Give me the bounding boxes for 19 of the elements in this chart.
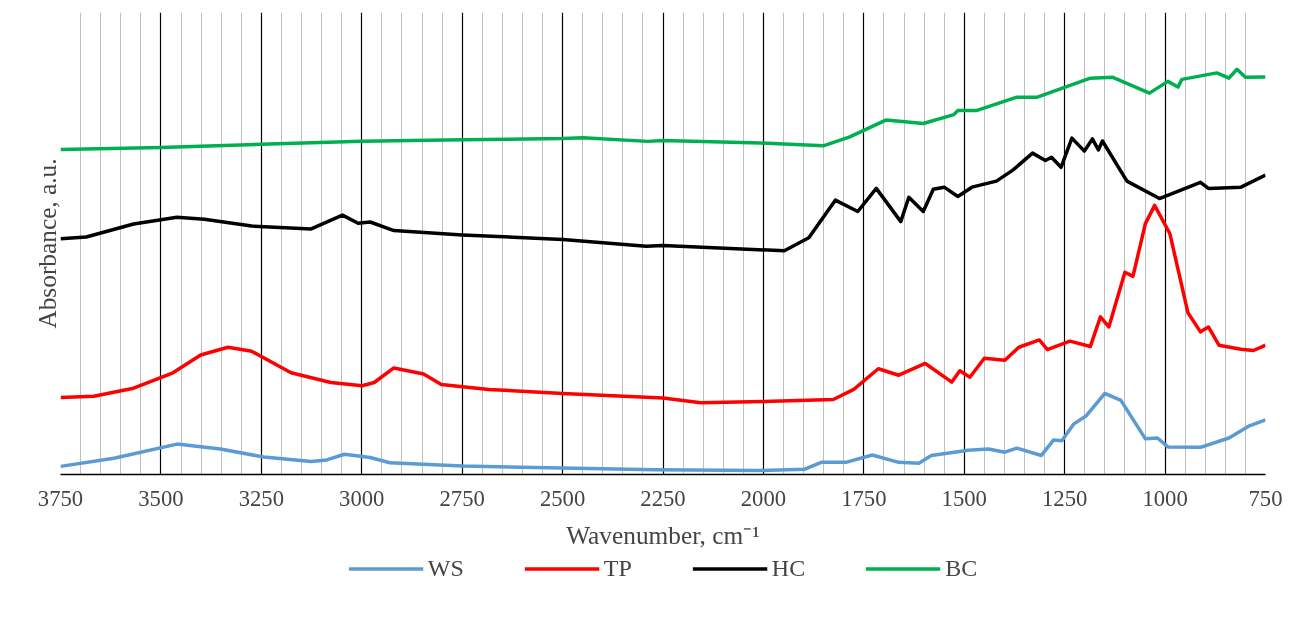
x-tick-label: 750 [1248, 485, 1283, 511]
legend-label: BC [945, 554, 978, 582]
x-tick-label: 1500 [941, 485, 987, 511]
y-axis-title: Absorbance, a.u. [32, 158, 61, 329]
x-axis-title: Wavenumber, cm⁻¹ [566, 520, 760, 549]
x-tick-label: 1250 [1042, 485, 1088, 511]
legend-label: HC [771, 554, 806, 582]
x-tick-label: 3250 [238, 485, 284, 511]
x-tick-label: 2250 [640, 485, 686, 511]
x-tick-label: 1000 [1142, 485, 1188, 511]
legend-label: WS [427, 554, 464, 582]
x-tick-label: 3000 [339, 485, 385, 511]
x-tick-label: 1750 [841, 485, 887, 511]
x-tick-label: 3500 [138, 485, 184, 511]
x-tick-label: 2750 [439, 485, 485, 511]
x-tick-label: 2500 [539, 485, 586, 511]
x-tick-label: 2000 [740, 485, 787, 511]
legend-label: TP [603, 554, 632, 582]
x-tick-label: 3750 [37, 485, 84, 511]
